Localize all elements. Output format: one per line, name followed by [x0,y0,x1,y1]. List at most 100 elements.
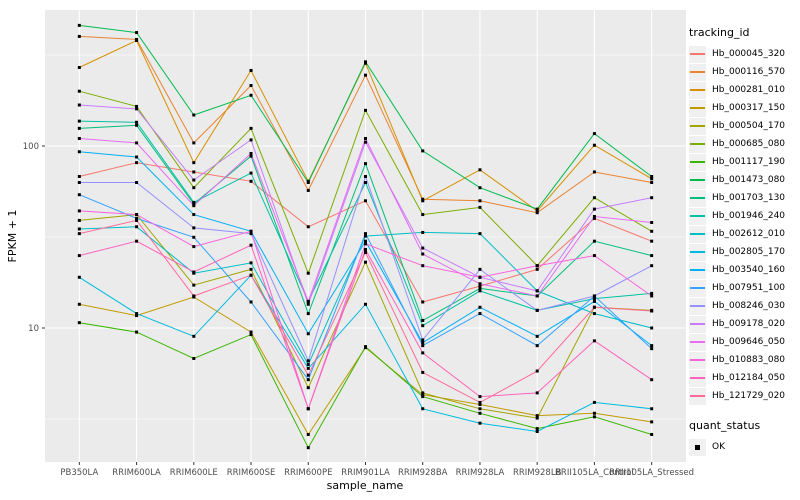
legend-line-swatch-icon [690,53,705,55]
legend-key [689,117,706,135]
x-tick-label: RRII105LA_Control [555,468,634,478]
x-tick-label: RRIM901LA [341,468,390,478]
legend-key [689,153,706,171]
legend-item-label: Hb_008246_030 [712,301,786,311]
legend-line-swatch-icon [690,71,705,73]
legend-item: Hb_001473_080 [689,171,797,189]
legend-item: Hb_000685_080 [689,135,797,153]
legend-key [689,297,706,315]
quant-ok-key [689,438,706,456]
legend-item: Hb_001946_240 [689,207,797,225]
y-tick-label: 100 [23,142,39,152]
legend-item-label: Hb_000504_170 [712,121,786,131]
legend-key [689,135,706,153]
legend-key [689,387,706,405]
legend-item: Hb_001703_130 [689,189,797,207]
legend-key [689,63,706,81]
legend-item-label: Hb_000116_570 [712,67,786,77]
legend-item-label: Hb_001117_190 [712,157,786,167]
legend-item: Hb_001117_190 [689,153,797,171]
legend: tracking_id Hb_000045_320 Hb_000116_570 Hb… [689,26,797,456]
legend-item: Hb_000045_320 [689,45,797,63]
legend-item: Hb_000504_170 [689,117,797,135]
legend-item-label: Hb_003540_160 [712,265,786,275]
legend-key [689,333,706,351]
legend-key [689,99,706,117]
x-tick-label: RRIM600LE [170,468,218,478]
legend-item-label: OK [712,442,725,452]
x-tick-label: RRII105LA_Stressed [609,468,694,478]
legend-item: Hb_000116_570 [689,63,797,81]
legend-key [689,279,706,297]
legend-item-label: Hb_001473_080 [712,175,786,185]
legend-line-swatch-icon [690,107,705,109]
legend-item: Hb_002612_010 [689,225,797,243]
legend-quant: quant_status OK [689,419,797,456]
x-tick-label: PB350LA [60,468,98,478]
legend-item-label: Hb_002612_010 [712,229,786,239]
legend-key [689,261,706,279]
legend-item: Hb_008246_030 [689,297,797,315]
legend-key [689,171,706,189]
x-tick-label: RRIM600SE [227,468,276,478]
legend-key [689,351,706,369]
legend-item: Hb_009178_020 [689,315,797,333]
legend-line-swatch-icon [690,269,705,271]
legend-item-label: Hb_000685_080 [712,139,786,149]
legend-line-swatch-icon [690,359,705,361]
legend-quant-title: quant_status [689,419,761,432]
legend-line-swatch-icon [690,233,705,235]
x-tick-label: RRIM600PE [284,468,332,478]
legend-item-label: Hb_001946_240 [712,211,786,221]
data-points [77,23,654,450]
legend-item: Hb_003540_160 [689,261,797,279]
legend-item-label: Hb_000317_150 [712,103,786,113]
x-tick-label: RRIM928BA [398,468,448,478]
legend-item: Hb_000317_150 [689,99,797,117]
legend-line-swatch-icon [690,305,705,307]
legend-line-swatch-icon [690,161,705,163]
legend-item-label: Hb_000045_320 [712,49,786,59]
legend-tracking-title: tracking_id [689,26,750,39]
legend-line-swatch-icon [690,251,705,253]
legend-item-label: Hb_009646_050 [712,337,786,347]
legend-line-swatch-icon [690,197,705,199]
legend-item: Hb_007951_100 [689,279,797,297]
legend-key [689,315,706,333]
legend-item: Hb_012184_050 [689,369,797,387]
legend-key [689,45,706,63]
legend-line-swatch-icon [690,377,705,379]
legend-line-swatch-icon [690,89,705,91]
legend-item: Hb_009646_050 [689,333,797,351]
legend-item: Hb_000281_010 [689,81,797,99]
legend-item: Hb_121729_020 [689,387,797,405]
legend-item-label: Hb_001703_130 [712,193,786,203]
legend-item-ok: OK [689,438,797,456]
legend-line-swatch-icon [690,341,705,343]
black-square-point-icon [695,444,700,450]
legend-item: Hb_010883_080 [689,351,797,369]
legend-item-label: Hb_009178_020 [712,319,786,329]
y-tick-label: 10 [28,324,39,334]
legend-line-swatch-icon [690,143,705,145]
legend-item: Hb_002805_170 [689,243,797,261]
legend-item-label: Hb_007951_100 [712,283,786,293]
x-tick-label: RRIM600LA [112,468,161,478]
legend-item-label: Hb_010883_080 [712,355,786,365]
legend-key [689,225,706,243]
y-axis-tick-labels: 10 100 [23,142,39,334]
x-tick-label: RRIM928LA [456,468,505,478]
legend-item-label: Hb_012184_050 [712,373,786,383]
legend-line-swatch-icon [690,179,705,181]
legend-item-label: Hb_121729_020 [712,391,786,401]
x-axis-tick-labels: PB350LA RRIM600LA RRIM600LE RRIM600SE RRIM60… [60,468,694,478]
legend-item-label: Hb_000281_010 [712,85,786,95]
x-tick-label: RRIM928LB [513,468,562,478]
legend-key [689,207,706,225]
axis-ticks [42,145,653,465]
legend-key [689,81,706,99]
legend-line-swatch-icon [690,287,705,289]
x-axis-title: sample_name [327,479,404,492]
y-axis-title: FPKM + 1 [6,210,19,263]
